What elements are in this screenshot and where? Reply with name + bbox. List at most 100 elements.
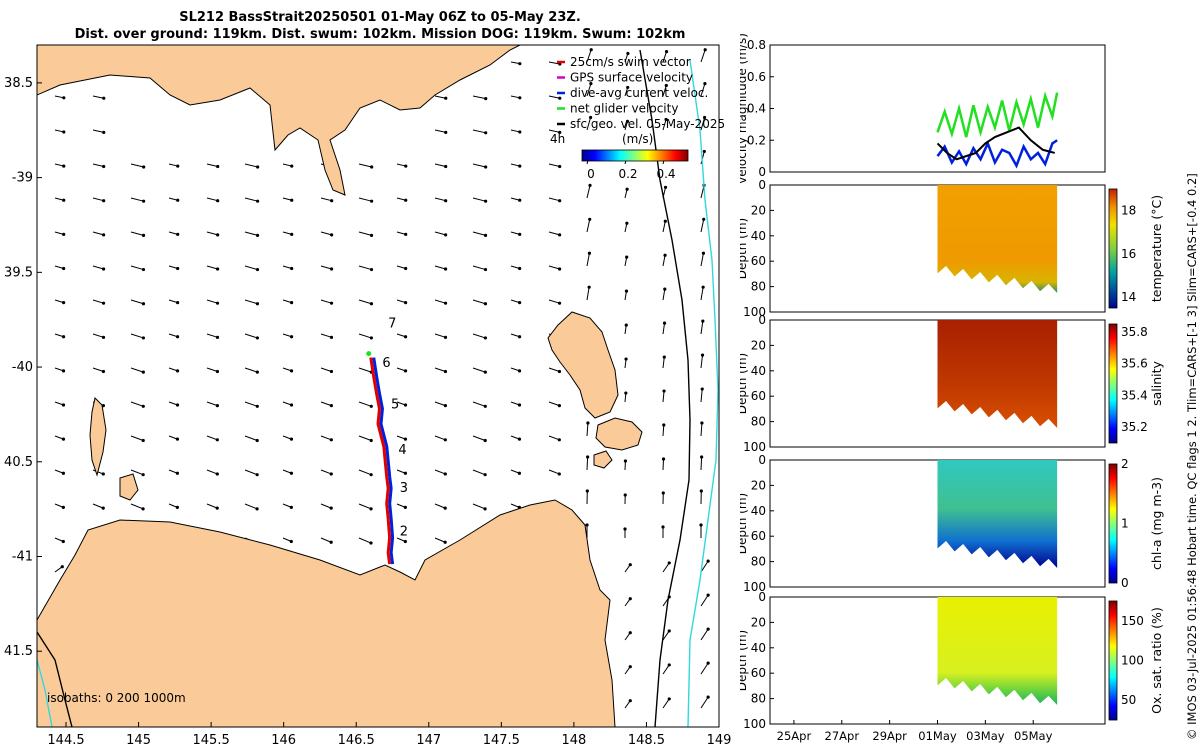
plot-title-line2: Dist. over ground: 119km. Dist. swum: 10… (74, 27, 686, 42)
velocity-vector-head (403, 403, 408, 407)
velocity-vector (700, 696, 709, 709)
colorbar-tick-label: 14 (1121, 290, 1136, 304)
velocity-y-tick-label: 0 (758, 165, 766, 179)
velocity-vector-head (626, 85, 630, 90)
velocity-vector (130, 299, 144, 305)
track-start-marker (366, 351, 372, 357)
velocity-vector (662, 391, 665, 403)
depth-tick-label: 20 (751, 478, 766, 492)
velocity-vector-head (176, 164, 180, 168)
velocity-vector-head (256, 165, 260, 169)
map-x-tick-label: 146.5 (338, 733, 375, 748)
velocity-vector-head (216, 164, 220, 169)
velocity-vector-head (662, 321, 667, 325)
velocity-vector-head (701, 285, 705, 289)
map-x-tick-label: 149 (707, 733, 732, 748)
profile-heatmap-temperature (937, 185, 1058, 293)
depth-tick-label: 80 (751, 555, 766, 569)
map-x-tick-label: 147.5 (483, 733, 520, 748)
velocity-vector-head (61, 437, 66, 441)
velocity-vector-head (330, 233, 334, 237)
velocity-vector (244, 333, 258, 339)
depth-axis-label: Depth (m) (740, 353, 749, 414)
velocity-vector-head (623, 459, 628, 463)
velocity-vector-head (625, 255, 629, 259)
velocity-vector-head (101, 301, 106, 305)
velocity-vector-head (517, 403, 522, 407)
velocity-vector (434, 367, 446, 372)
velocity-vector (662, 221, 666, 233)
depth-tick-label: 60 (751, 666, 766, 680)
velocity-vector-head (483, 404, 487, 408)
velocity-vector-head (176, 198, 180, 202)
velocity-vector (92, 265, 104, 270)
velocity-vector (662, 424, 665, 437)
colorbar-label: chl-a (mg m-3) (1149, 477, 1164, 570)
velocity-vector (548, 163, 560, 168)
velocity-series-line (936, 126, 1056, 161)
velocity-vector-head (215, 404, 219, 408)
velocity-vector-head (667, 561, 671, 565)
legend-entry: dive-avg current veloc. (570, 86, 708, 100)
velocity-vector (662, 357, 665, 369)
velocity-vector-head (628, 563, 632, 567)
velocity-vector-head (518, 266, 522, 271)
velocity-y-tick-label: 0.2 (747, 133, 766, 147)
velocity-vector (206, 299, 218, 304)
velocity-vector (700, 83, 706, 97)
velocity-vector-head (517, 369, 522, 373)
velocity-vector-head (484, 165, 488, 169)
velocity-vector (548, 265, 560, 270)
velocity-vector-head (518, 96, 522, 100)
velocity-vector-head (557, 267, 562, 271)
velocity-vector-head (706, 559, 710, 563)
velocity-vector-head (329, 369, 334, 374)
velocity-vector-head (706, 695, 710, 699)
velocity-vector (206, 265, 218, 270)
velocity-series-line (936, 91, 1059, 139)
velocity-vector-head (444, 96, 448, 100)
velocity-vector-head (483, 302, 488, 306)
velocity-vector-head (403, 505, 407, 509)
velocity-vector (434, 95, 446, 99)
depth-tick-label: 60 (751, 389, 766, 403)
velocity-vector-head (60, 565, 64, 569)
velocity-vector-head (175, 335, 180, 339)
velocity-vector-head (403, 369, 408, 373)
velocity-vector (472, 503, 486, 510)
velocity-vector (320, 299, 332, 304)
velocity-vector-head (444, 233, 448, 237)
velocity-vector (586, 456, 589, 471)
velocity-vector (358, 503, 372, 510)
velocity-vector-head (289, 471, 294, 475)
depth-tick-label: 100 (743, 717, 766, 731)
velocity-vector-head (255, 473, 259, 477)
velocity-vector-head (101, 472, 105, 476)
velocity-vector-head (663, 185, 668, 189)
velocity-vector (130, 401, 144, 407)
velocity-vector (358, 367, 372, 373)
velocity-vector-head (663, 219, 667, 223)
velocity-vector (662, 85, 667, 97)
velocity-vector-head (518, 232, 522, 236)
velocity-vector (358, 435, 372, 441)
velocity-vector (358, 265, 372, 271)
velocity-vector (358, 469, 372, 476)
imos-side-note: © IMOS 03-Jul-2025 01:56:48 Hobart time.… (1185, 173, 1199, 740)
velocity-vector (244, 435, 258, 441)
velocity-vector (92, 163, 104, 168)
velocity-vector-head (102, 130, 106, 134)
track-day-label: 2 (400, 525, 408, 540)
colorbar-tick-label: 0.4 (656, 167, 675, 181)
velocity-vector (586, 287, 590, 301)
velocity-vector-head (215, 472, 219, 476)
velocity-vector (358, 299, 372, 305)
velocity-vector-head (443, 267, 448, 271)
velocity-vector (548, 469, 560, 475)
velocity-vector (662, 255, 666, 267)
velocity-vector-head (403, 437, 408, 441)
depth-tick-label: 60 (751, 254, 766, 268)
velocity-vector (320, 265, 332, 270)
colorbar-tick-label: 0 (587, 167, 595, 181)
depth-tick-label: 0 (758, 590, 766, 604)
